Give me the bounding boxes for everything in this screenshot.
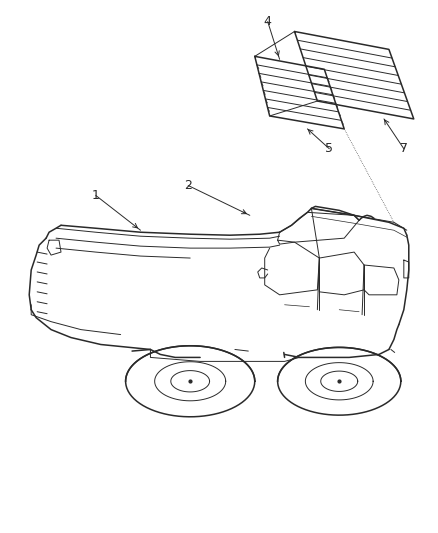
Text: 1: 1 <box>92 189 100 202</box>
Text: 4: 4 <box>264 15 272 28</box>
Text: 7: 7 <box>400 142 408 155</box>
Text: 5: 5 <box>325 142 333 155</box>
Text: 2: 2 <box>184 179 192 192</box>
